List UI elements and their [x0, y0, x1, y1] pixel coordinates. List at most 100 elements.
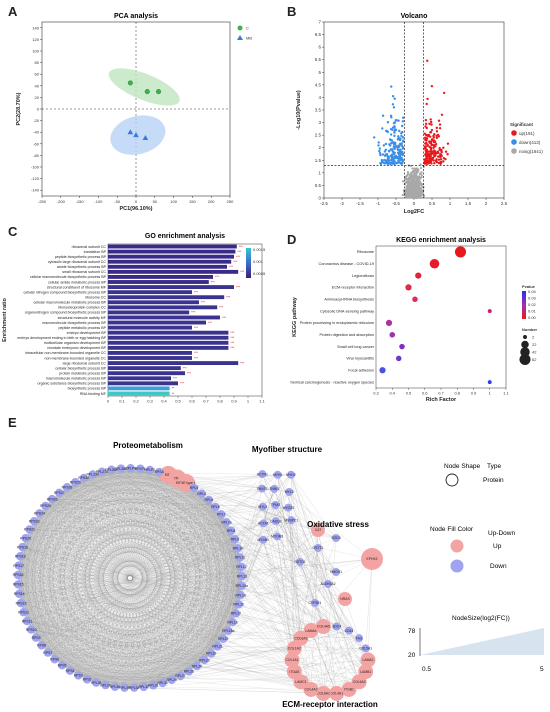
- network-edge: [20, 558, 373, 604]
- volcano-point-down: [398, 158, 401, 161]
- network-edge: [75, 482, 135, 688]
- network-edge: [96, 638, 224, 683]
- network-edge: [20, 556, 218, 647]
- network-edge: [22, 547, 295, 672]
- network-edge: [143, 547, 319, 688]
- volcano-y-tick-label: 1.5: [315, 158, 322, 163]
- ecm-node: [303, 623, 319, 639]
- volcano-y-tick-label: 3: [318, 120, 321, 125]
- network-edge: [211, 522, 227, 654]
- network-edge: [78, 675, 163, 684]
- kegg-category-label: Coronavirus disease - COVID-19: [319, 262, 375, 266]
- volcano-point-nosig: [413, 188, 416, 192]
- network-edge: [230, 530, 316, 604]
- network-edge: [153, 506, 216, 686]
- go-bar: [108, 325, 192, 330]
- network-edge: [23, 499, 209, 613]
- network-edge: [45, 488, 275, 507]
- proteo-node: [101, 680, 110, 690]
- volcano-point-up: [438, 147, 441, 150]
- network-edge: [34, 521, 125, 688]
- volcano-point-nosig: [411, 167, 414, 170]
- network-edge: [52, 499, 163, 684]
- kegg-x-tick-label: 0.8: [454, 391, 460, 396]
- proteo-node-label: RPL22: [206, 652, 216, 656]
- proteo-node-label: RPL21: [212, 645, 222, 649]
- volcano-point-up: [435, 158, 438, 161]
- network-edge: [23, 612, 337, 694]
- proteo-node-label: RPS21: [24, 528, 35, 532]
- network-edge: [59, 492, 88, 680]
- network-edge: [67, 487, 202, 494]
- go-category-label: macromolecule biosynthetic process BP: [42, 321, 106, 325]
- network-edge: [215, 506, 276, 522]
- network-edge: [67, 487, 243, 577]
- kegg-color-legend-label: 0.02: [528, 302, 537, 307]
- proteo-node-label: RPS13: [16, 601, 27, 605]
- go-bar: [108, 340, 229, 345]
- pca-x-tick-label: -250: [38, 199, 47, 204]
- network-edge: [18, 574, 360, 682]
- proteo-node-label: RPS27: [54, 491, 65, 495]
- volcano-point-down: [395, 161, 399, 165]
- network-edge: [23, 529, 30, 613]
- proteo-node-label: RPL10: [233, 546, 243, 550]
- proteo-node: [176, 671, 185, 681]
- kegg-category-label: Legionellosis: [352, 274, 374, 278]
- volcano-title: Volcano: [401, 13, 428, 20]
- network-edge: [36, 558, 373, 638]
- proteo-node-label: RPL24: [192, 664, 202, 668]
- network-edge: [47, 652, 181, 677]
- kegg-point: [379, 367, 386, 374]
- network-edge: [263, 474, 292, 524]
- network-edge: [35, 520, 292, 638]
- network-edge: [29, 529, 243, 577]
- network-edge: [149, 469, 241, 596]
- legend-size-max: 78: [408, 628, 416, 635]
- ecm-node-label: SDC4: [332, 625, 341, 629]
- volcano-point-down: [396, 148, 399, 151]
- network-edge: [75, 482, 242, 586]
- go-category-label: ribonucleoprotein complex CC: [58, 306, 107, 310]
- go-bar: [108, 386, 170, 391]
- network-edge: [237, 548, 366, 672]
- network-edge: [19, 593, 63, 666]
- volcano-point-up: [430, 123, 433, 126]
- network-edge: [83, 477, 218, 647]
- network-edge: [92, 474, 337, 573]
- proteo-node: [82, 675, 92, 684]
- myofiber-node-label: MYL3: [285, 490, 294, 494]
- network-edge: [31, 468, 131, 630]
- volcano-point-nosig: [405, 174, 408, 177]
- kegg-category-label: Aminoacyl-tRNA biosynthesis: [324, 298, 374, 302]
- network-edge: [26, 620, 301, 682]
- panel-letter-e: E: [8, 415, 17, 430]
- network-edge: [66, 487, 79, 676]
- volcano-point-nosig: [404, 181, 407, 184]
- legend-down-label: Down: [490, 563, 507, 570]
- volcano-point-up: [446, 142, 450, 145]
- volcano-point-down: [398, 148, 402, 152]
- network-edge: [140, 468, 222, 515]
- network-edge: [101, 471, 106, 686]
- kegg-x-tick-label: 1: [489, 391, 492, 396]
- ecm-node-label: ITGB1: [344, 688, 354, 692]
- proteo-node-label: RPL36A: [115, 467, 128, 471]
- network-edge: [62, 530, 232, 666]
- proteo-node: [226, 526, 236, 535]
- proteo-node-label: RPSA: [155, 470, 165, 474]
- proteo-node-label: RPS12: [18, 610, 29, 614]
- network-edge: [262, 506, 312, 690]
- network-edge: [288, 507, 301, 639]
- volcano-point-down: [384, 161, 388, 165]
- network-edge: [22, 546, 369, 661]
- legend-fill-header: Node Fill Color: [430, 526, 474, 533]
- ecm-node-label: LAMA2: [362, 658, 373, 662]
- proteo-node: [158, 678, 167, 688]
- go-category-label: ribosome CC: [85, 296, 106, 300]
- proteo-node-label: RPS17: [13, 564, 24, 568]
- volcano-point-down: [373, 136, 376, 139]
- volcano-point-up: [424, 145, 428, 148]
- network-edge: [290, 474, 295, 649]
- network-edge: [22, 547, 97, 683]
